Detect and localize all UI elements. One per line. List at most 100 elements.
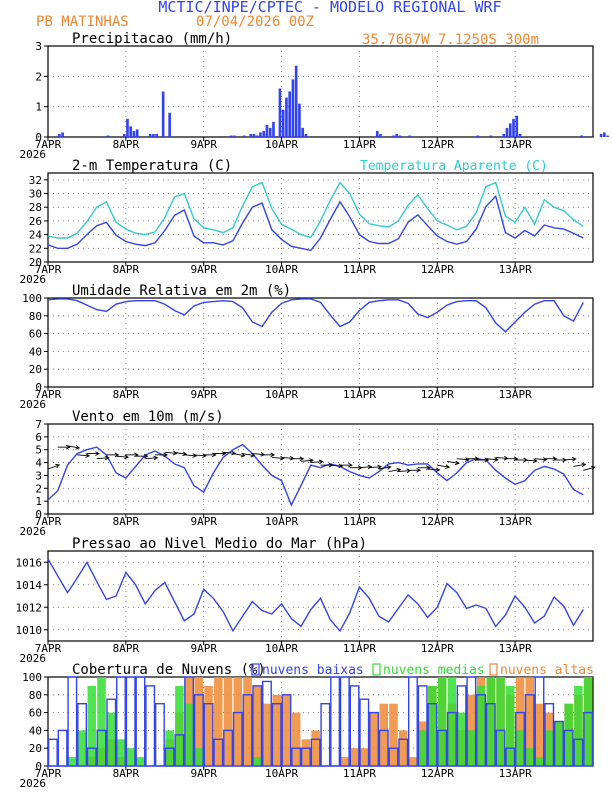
precip-bar (268, 127, 272, 137)
precip-bar (155, 133, 158, 137)
precip-bar (580, 135, 583, 137)
precip-bar (168, 112, 171, 137)
x-year-label: 2026 (20, 777, 47, 790)
x-tick-label: 8APR (113, 138, 140, 151)
precip-bar (398, 135, 402, 137)
cloud-bar-nuvens-altas (389, 703, 398, 766)
wind-arrow (242, 453, 255, 457)
cloud-bar-nuvens-baixas (524, 694, 535, 767)
wind-arrow-head (182, 451, 188, 457)
x-tick-label: 11APR (343, 138, 376, 151)
cloud-bar-nuvens-baixas (184, 676, 195, 767)
wind-arrow (485, 458, 498, 461)
wind-arrow-head (348, 462, 353, 468)
y-tick-label: 22 (29, 242, 42, 255)
wind-arrow (378, 466, 391, 470)
x-tick-label: 8APR (113, 642, 140, 655)
wind-arrow (164, 451, 177, 454)
precip-bar (291, 79, 295, 137)
x-tick-label: 11APR (343, 515, 376, 528)
x-tick-label: 13APR (499, 388, 532, 401)
location-label: PB MATINHAS (36, 14, 129, 30)
wind-arrow-head (377, 464, 383, 470)
precip-bar (135, 129, 139, 137)
wind-arrow (193, 454, 206, 457)
cloud-bar-nuvens-altas (340, 757, 350, 766)
y-tick-label: 1 (35, 495, 42, 508)
wind-arrow-head (221, 451, 227, 456)
y-tick-label: 6 (35, 431, 42, 444)
cloud-bar-nuvens-baixas (369, 711, 379, 767)
panel-frame (47, 45, 594, 138)
wind-arrow-head (416, 467, 422, 473)
precip-bar (152, 133, 155, 137)
wind-arrow-head (270, 452, 276, 458)
wind-arrow-head (309, 458, 314, 463)
y-tick-label: 1014 (16, 579, 43, 592)
y-tick-label: 0 (35, 508, 42, 521)
x-tick-label: 12APR (421, 642, 454, 655)
cloud-bar-nuvens-altas (194, 677, 204, 766)
x-tick-label: 7APR (35, 263, 62, 276)
cloud-bar-nuvens-altas (311, 730, 320, 766)
cloud-bar-nuvens-baixas (330, 676, 341, 767)
panel-title: 2-m Temperatura (C) (72, 158, 232, 174)
cloud-bar-nuvens-medias (175, 685, 184, 766)
cloud-bar-nuvens-baixas (310, 738, 321, 767)
series-line (47, 558, 584, 633)
cloud-bar-nuvens-baixas (320, 703, 331, 767)
precip-bar (502, 133, 506, 137)
wind-arrow (369, 466, 382, 469)
x-year-label: 2026 (20, 398, 47, 411)
y-tick-label: 3 (35, 469, 42, 482)
cloud-bar-nuvens-baixas (583, 711, 594, 767)
cloud-bar-nuvens-baixas (154, 703, 165, 767)
precip-bar (508, 123, 512, 137)
wind-arrow (184, 454, 197, 457)
x-tick-label: 7APR (35, 138, 62, 151)
precip-bar (606, 135, 609, 137)
cloud-bar-nuvens-baixas (437, 729, 448, 767)
y-tick-label: 20 (29, 363, 42, 376)
x-tick-label: 10APR (265, 642, 298, 655)
y-tick-label: 100 (22, 671, 42, 684)
cloud-bar-nuvens-baixas (213, 738, 224, 767)
wind-arrow-head (299, 456, 305, 462)
cloud-bar-nuvens-baixas (349, 685, 360, 767)
cloud-bar-nuvens-altas (525, 677, 535, 766)
wind-arrow (456, 458, 469, 461)
x-tick-label: 11APR (343, 642, 376, 655)
x-tick-label: 10APR (265, 767, 298, 780)
precip-bar (298, 103, 301, 137)
cloud-bar-nuvens-baixas (86, 747, 97, 767)
precip-bar (126, 118, 129, 137)
cloud-bar-nuvens-medias (77, 730, 87, 766)
cloud-bar-nuvens-medias (535, 757, 544, 766)
cloud-bar-nuvens-altas (291, 712, 301, 766)
precip-bar (375, 130, 379, 137)
y-tick-label: 4 (35, 457, 42, 470)
x-tick-label: 13APR (499, 642, 532, 655)
precip-bar (288, 91, 292, 137)
cloud-bar-nuvens-baixas (145, 685, 156, 767)
precip-bar (262, 130, 266, 137)
cloud-bar-nuvens-baixas (281, 694, 292, 767)
cloud-bar-nuvens-baixas (174, 734, 185, 767)
panel-5: 1010 1012 1014 1016 7APR 8APR 9APR 10APR 11APR 12… (16, 536, 594, 665)
series-line (47, 298, 584, 333)
wind-arrow (145, 457, 158, 460)
wind-arrow (67, 445, 80, 449)
x-tick-label: 12APR (421, 515, 454, 528)
legend-swatch (489, 663, 498, 676)
precip-bar (259, 132, 262, 137)
precip-bar (599, 133, 603, 137)
wind-arrow-head (590, 465, 596, 471)
panel-title: Cobertura de Nuvens (%) (72, 662, 266, 678)
cloud-bar-nuvens-baixas (476, 694, 487, 767)
x-tick-label: 9APR (190, 767, 217, 780)
x-tick-label: 9APR (190, 642, 217, 655)
cloud-bar-nuvens-medias (87, 685, 97, 766)
wind-arrow (359, 466, 372, 469)
